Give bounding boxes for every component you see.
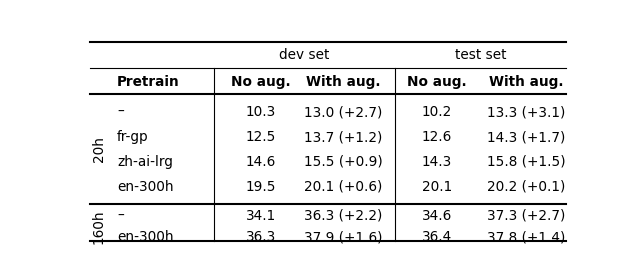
Text: 20.1: 20.1 xyxy=(422,180,452,194)
Text: 37.3 (+2.7): 37.3 (+2.7) xyxy=(487,209,566,223)
Text: 36.3 (+2.2): 36.3 (+2.2) xyxy=(304,209,382,223)
Text: 15.5 (+0.9): 15.5 (+0.9) xyxy=(303,155,382,169)
Text: 10.3: 10.3 xyxy=(246,105,276,119)
Text: 20.1 (+0.6): 20.1 (+0.6) xyxy=(304,180,382,194)
Text: 20.2 (+0.1): 20.2 (+0.1) xyxy=(487,180,566,194)
Text: 36.3: 36.3 xyxy=(246,230,276,244)
Text: No aug.: No aug. xyxy=(407,75,467,89)
Text: 20h: 20h xyxy=(92,136,106,162)
Text: 37.9 (+1.6): 37.9 (+1.6) xyxy=(303,230,382,244)
Text: 36.4: 36.4 xyxy=(422,230,452,244)
Text: zh-ai-lrg: zh-ai-lrg xyxy=(117,155,173,169)
Text: 15.8 (+1.5): 15.8 (+1.5) xyxy=(487,155,566,169)
Text: en-300h: en-300h xyxy=(117,230,174,244)
Text: Pretrain: Pretrain xyxy=(117,75,180,89)
Text: 19.5: 19.5 xyxy=(246,180,276,194)
Text: 14.3 (+1.7): 14.3 (+1.7) xyxy=(487,130,566,144)
Text: 14.3: 14.3 xyxy=(422,155,452,169)
Text: 34.1: 34.1 xyxy=(246,209,276,223)
Text: 34.6: 34.6 xyxy=(422,209,452,223)
Text: 12.6: 12.6 xyxy=(422,130,452,144)
Text: en-300h: en-300h xyxy=(117,180,174,194)
Text: With aug.: With aug. xyxy=(306,75,380,89)
Text: dev set: dev set xyxy=(279,48,330,62)
Text: 14.6: 14.6 xyxy=(246,155,276,169)
Text: –: – xyxy=(117,105,124,119)
Text: 13.0 (+2.7): 13.0 (+2.7) xyxy=(304,105,382,119)
Text: fr-gp: fr-gp xyxy=(117,130,149,144)
Text: 10.2: 10.2 xyxy=(422,105,452,119)
Text: 12.5: 12.5 xyxy=(246,130,276,144)
Text: No aug.: No aug. xyxy=(231,75,291,89)
Text: –: – xyxy=(117,209,124,223)
Text: 160h: 160h xyxy=(92,209,106,244)
Text: 13.7 (+1.2): 13.7 (+1.2) xyxy=(304,130,382,144)
Text: 13.3 (+3.1): 13.3 (+3.1) xyxy=(487,105,566,119)
Text: test set: test set xyxy=(455,48,506,62)
Text: 37.8 (+1.4): 37.8 (+1.4) xyxy=(487,230,566,244)
Text: With aug.: With aug. xyxy=(489,75,564,89)
